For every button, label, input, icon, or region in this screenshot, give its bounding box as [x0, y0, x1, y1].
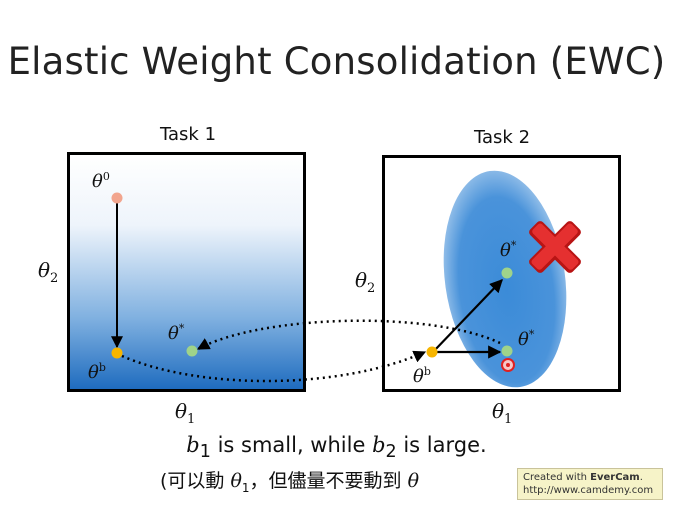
task2-label: Task 2	[474, 127, 531, 148]
watermark-line1: Created with EverCam.	[523, 472, 643, 483]
task1-thetastar-label: θ*	[168, 322, 185, 344]
transfer-dotted-arrow-top	[196, 319, 501, 351]
theta0-label: θ0	[92, 170, 110, 192]
task2-thetastar-upper-point	[501, 267, 513, 279]
task2-thetastar-lower-label: θ*	[518, 328, 535, 350]
caption-note-chinese: (可以動 θ1，但儘量不要動到 θ	[160, 470, 420, 495]
task2-thetab-point	[426, 346, 438, 358]
task1-thetab-label: θb	[88, 361, 106, 383]
task2-arrow-up	[432, 279, 503, 353]
task2-thetastar-lower-point	[501, 345, 513, 357]
task1-thetab-point	[111, 347, 123, 359]
task2-thetastar-upper-label: θ*	[500, 239, 517, 261]
task1-y-axis-label: θ2	[38, 258, 59, 286]
watermark-url: http://www.camdemy.com	[523, 485, 654, 496]
task1-thetastar-point	[186, 345, 198, 357]
task1-label: Task 1	[160, 124, 217, 145]
caption-sensitivity: b1 is small, while b2 is large.	[186, 433, 487, 463]
theta0-point	[111, 192, 123, 204]
transfer-dotted-arrow-bottom	[121, 350, 427, 383]
task1-x-axis-label: θ1	[175, 399, 196, 427]
evercam-watermark[interactable]: Created with EverCam. http://www.camdemy…	[517, 468, 663, 500]
red-cross-icon	[529, 221, 581, 273]
task2-thetab-label: θb	[413, 365, 431, 387]
task2-x-axis-label: θ1	[492, 399, 513, 427]
slide-title: Elastic Weight Consolidation (EWC)	[7, 40, 666, 83]
target-ring-center	[506, 363, 510, 367]
task1-loss-panel	[67, 152, 306, 392]
task2-y-axis-label: θ2	[355, 268, 376, 296]
